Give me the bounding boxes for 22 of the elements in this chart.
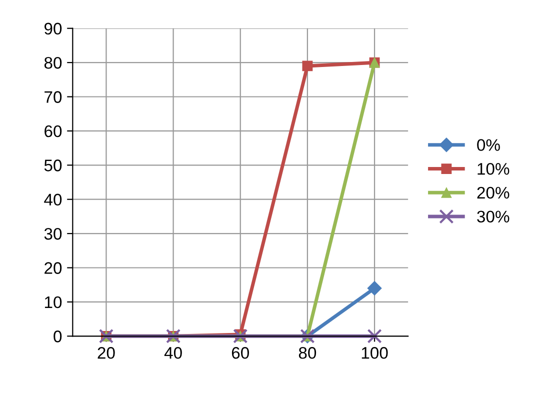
y-tick-label: 0 <box>54 330 62 342</box>
legend-label: 0% <box>477 139 500 151</box>
x-tick-label: 100 <box>362 347 388 359</box>
legend-label: 10% <box>478 162 510 175</box>
y-tick-label: 70 <box>44 91 62 103</box>
point <box>367 328 382 344</box>
x-tick-label: 60 <box>232 347 249 359</box>
y-tick-label: 40 <box>44 194 62 206</box>
y-tick-label: 10 <box>44 296 62 308</box>
y-tick-label: 30 <box>44 228 62 240</box>
x-tick-label: 40 <box>164 347 182 359</box>
x-tick-label: 20 <box>98 347 115 359</box>
y-tick-label: 20 <box>44 262 62 274</box>
y-tick-label: 90 <box>44 22 62 35</box>
legend-label: 30% <box>477 210 510 223</box>
point <box>367 281 382 296</box>
point <box>302 60 313 72</box>
legend-label: 20% <box>477 186 510 199</box>
y-tick-label: 60 <box>44 125 62 138</box>
y-tick-label: 80 <box>44 56 62 69</box>
x-tick-label: 80 <box>298 347 316 359</box>
y-tick-label: 50 <box>44 160 62 172</box>
